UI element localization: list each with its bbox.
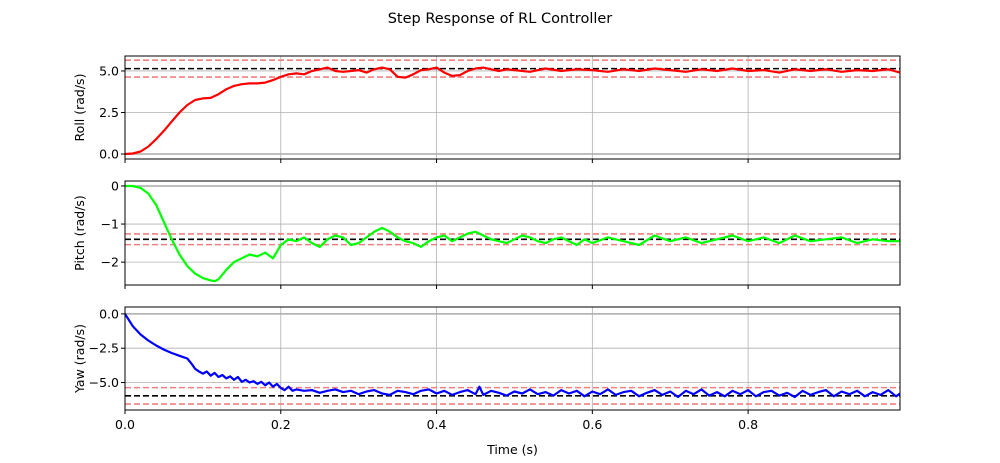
yaw-xtick-label-0: 0.0: [115, 417, 135, 432]
yaw-xtick-label-2: 0.4: [427, 417, 447, 432]
pitch-ytick-label-1: −1: [101, 217, 119, 232]
yaw-series-line: [125, 313, 900, 399]
yaw-xtick-label-1: 0.2: [271, 417, 291, 432]
yaw-ytick-label-2: −5.0: [89, 375, 119, 390]
pitch-ytick-label-0: 0: [111, 178, 119, 193]
yaw-ytick-label-1: −2.5: [89, 341, 119, 356]
roll-subplot: 0.0 2.5 5.0 Roll (rad/s): [72, 55, 901, 163]
yaw-plot-area: [125, 313, 900, 405]
roll-axes-frame: [124, 55, 901, 160]
yaw-subplot: 0.0 −2.5 −5.0 0.0 0.2 0.4 0.6 0.8 Yaw (rad/s) Tim…: [72, 306, 901, 457]
figure-title: Step Response of RL Controller: [388, 11, 613, 27]
pitch-ylabel: Pitch (rad/s): [72, 195, 87, 271]
roll-ytick-label-2: 5.0: [99, 63, 119, 78]
roll-series-line: [125, 66, 900, 156]
roll-ytick-label-1: 2.5: [99, 105, 119, 120]
yaw-xtick-label-4: 0.8: [738, 417, 758, 432]
pitch-series-line: [125, 184, 900, 283]
yaw-xlabel: Time (s): [486, 442, 538, 457]
roll-ytick-label-0: 0.0: [99, 147, 119, 162]
roll-plot-area: [125, 59, 900, 156]
yaw-axes-frame: [124, 306, 901, 411]
yaw-ytick-label-0: 0.0: [99, 306, 119, 321]
pitch-plot-area: [125, 184, 900, 283]
pitch-ytick-label-2: −2: [101, 255, 119, 270]
pitch-axes-frame: [124, 180, 901, 286]
pitch-subplot: 0 −1 −2 Pitch (rad/s): [72, 178, 901, 289]
roll-ylabel: Roll (rad/s): [72, 74, 87, 142]
yaw-xtick-label-3: 0.6: [582, 417, 602, 432]
yaw-ylabel: Yaw (rad/s): [72, 324, 87, 394]
